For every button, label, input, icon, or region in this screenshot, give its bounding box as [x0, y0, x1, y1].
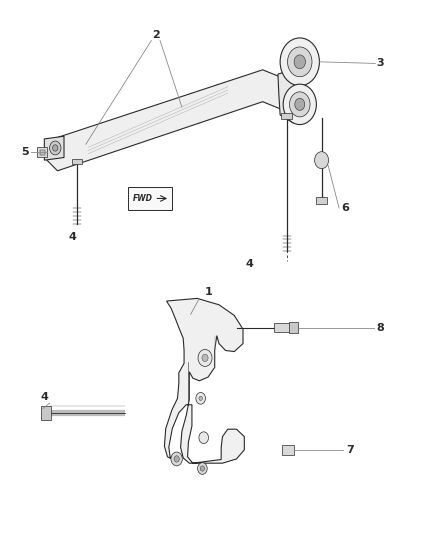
Polygon shape [278, 70, 304, 123]
Text: 6: 6 [342, 203, 350, 213]
FancyBboxPatch shape [283, 445, 293, 455]
FancyBboxPatch shape [128, 187, 172, 210]
Polygon shape [44, 136, 64, 160]
Circle shape [171, 452, 182, 466]
Circle shape [314, 152, 328, 168]
Circle shape [199, 396, 202, 400]
FancyBboxPatch shape [316, 197, 327, 204]
Text: 2: 2 [152, 30, 159, 41]
Polygon shape [164, 298, 244, 463]
FancyBboxPatch shape [72, 159, 82, 164]
Circle shape [294, 55, 305, 69]
Circle shape [49, 141, 61, 155]
FancyBboxPatch shape [40, 150, 45, 155]
Circle shape [199, 432, 208, 443]
FancyBboxPatch shape [289, 322, 297, 334]
Circle shape [288, 47, 312, 77]
Circle shape [198, 350, 212, 367]
Text: 4: 4 [246, 259, 254, 269]
Circle shape [174, 456, 179, 462]
Text: 1: 1 [204, 287, 212, 297]
Text: 3: 3 [377, 59, 385, 68]
Circle shape [283, 84, 316, 125]
Circle shape [290, 92, 310, 117]
Circle shape [200, 466, 205, 471]
Text: FWD: FWD [133, 194, 152, 203]
Text: 4: 4 [40, 392, 48, 402]
FancyBboxPatch shape [274, 324, 290, 332]
Polygon shape [44, 70, 287, 171]
Text: 4: 4 [69, 232, 77, 243]
Circle shape [280, 38, 319, 86]
FancyBboxPatch shape [282, 114, 292, 119]
Text: 5: 5 [21, 147, 28, 157]
Circle shape [295, 98, 305, 110]
Circle shape [202, 354, 208, 362]
FancyBboxPatch shape [37, 148, 46, 157]
FancyBboxPatch shape [41, 406, 51, 419]
Circle shape [196, 392, 205, 404]
Text: 8: 8 [377, 322, 385, 333]
Circle shape [53, 145, 58, 151]
Text: 7: 7 [346, 445, 354, 455]
Circle shape [198, 463, 207, 474]
